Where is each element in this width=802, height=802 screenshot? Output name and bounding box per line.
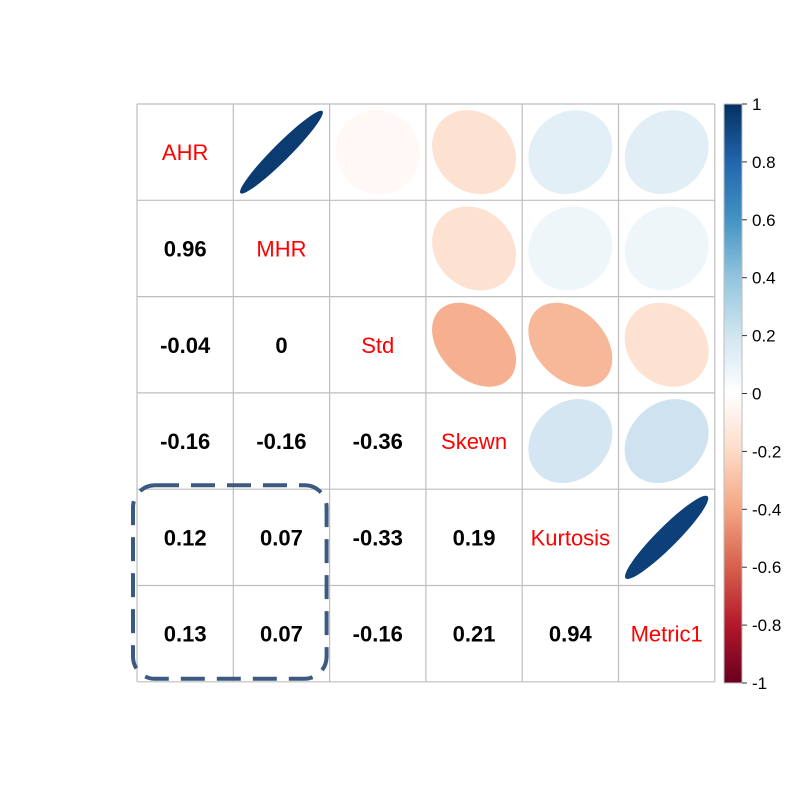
colorbar-tick-label: -0.8: [752, 616, 781, 635]
coef-label-kurtosis-skewn: 0.19: [453, 525, 496, 550]
ellipse-std-kurtosis: [528, 302, 613, 387]
matrix-grid: [136, 103, 716, 683]
ellipse-ahr-skewn: [432, 110, 517, 195]
coef-label-metric1-std: -0.16: [353, 622, 403, 647]
coef-label-kurtosis-mhr: 0.07: [260, 525, 303, 550]
colorbar-tick-label: 0.2: [752, 327, 776, 346]
ellipse-ahr-mhr: [240, 110, 323, 194]
ellipse-ahr-metric1: [624, 110, 709, 195]
ellipse-ahr-kurtosis: [528, 110, 613, 195]
coef-label-metric1-ahr: 0.13: [164, 622, 207, 647]
colorbar-gradient: [723, 103, 743, 684]
diagonal-label-skewn: Skewn: [441, 429, 507, 454]
coef-label-skewn-ahr: -0.16: [160, 429, 210, 454]
diagonal-label-kurtosis: Kurtosis: [531, 525, 610, 550]
colorbar-tick-label: -0.2: [752, 442, 781, 461]
colorbar: 1 0.8 0.6 0.4 0.2 0 -0.2 -0.4 -0.6 -0.8 -1: [723, 95, 781, 693]
ellipse-std-skewn: [432, 302, 517, 387]
coef-label-metric1-kurtosis: 0.94: [549, 622, 593, 647]
coef-label-std-mhr: 0: [275, 333, 287, 358]
highlight-group: [131, 483, 329, 681]
ellipse-skewn-kurtosis: [528, 399, 613, 484]
ellipse-mhr-skewn: [432, 206, 517, 291]
coef-label-std-ahr: -0.04: [160, 333, 211, 358]
coef-label-metric1-skewn: 0.21: [453, 622, 496, 647]
colorbar-tick-label: -1: [752, 674, 767, 693]
ellipse-std-metric1: [624, 302, 709, 387]
ellipse-mhr-metric1: [624, 206, 709, 291]
ellipse-mhr-std: [335, 206, 420, 291]
colorbar-tick-label: -0.6: [752, 558, 781, 577]
diagonal-label-metric1: Metric1: [631, 622, 703, 647]
ellipse-ahr-std: [335, 110, 420, 195]
diagonal-label-std: Std: [361, 333, 394, 358]
coef-label-kurtosis-std: -0.33: [353, 525, 403, 550]
ellipse-mhr-kurtosis: [528, 206, 613, 291]
coef-label-skewn-std: -0.36: [353, 429, 403, 454]
ellipse-skewn-metric1: [624, 399, 709, 484]
highlight-box: [131, 483, 329, 681]
colorbar-tick-label: -0.4: [752, 500, 781, 519]
colorbar-tick-label: 0.8: [752, 153, 776, 172]
colorbar-tick-label: 0.4: [752, 269, 776, 288]
colorbar-tick-label: 1: [752, 95, 761, 114]
colorbar-tick-label: 0: [752, 385, 761, 404]
matrix-marks: AHR MHR Std Skewn Kurtosis Metric1 0.96 -0.04 0 -…: [160, 110, 709, 647]
diagonal-label-ahr: AHR: [162, 140, 208, 165]
ellipse-kurtosis-metric1: [624, 495, 709, 580]
coef-label-metric1-mhr: 0.07: [260, 622, 303, 647]
diagonal-label-mhr: MHR: [256, 236, 306, 261]
coef-label-skewn-mhr: -0.16: [256, 429, 306, 454]
coef-label-kurtosis-ahr: 0.12: [164, 525, 207, 550]
colorbar-tick-label: 0.6: [752, 211, 776, 230]
coef-label-mhr-ahr: 0.96: [164, 236, 207, 261]
